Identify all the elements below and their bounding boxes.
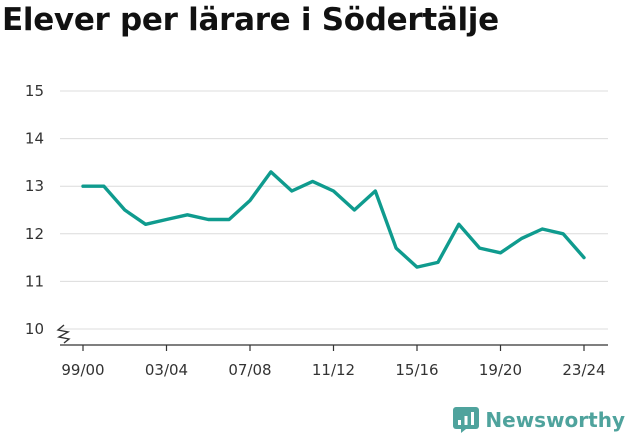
y-tick-label-10: 10 (25, 320, 44, 338)
gridlines (60, 90, 608, 330)
x-axis-ticks: 99/00 03/04 07/08 11/12 15/16 19/20 23/24 (61, 345, 606, 379)
x-tick-label-07-08: 07/08 (228, 361, 271, 379)
newsworthy-logo-icon (453, 407, 480, 433)
axis-break-symbol (56, 324, 71, 344)
brand-name: Newsworthy (485, 408, 625, 432)
x-tick-label-19-20: 19/20 (479, 361, 522, 379)
y-tick-label-15: 15 (25, 82, 44, 100)
y-axis-ticks: 10 11 12 13 14 15 (25, 82, 44, 338)
x-tick-label-15-16: 15/16 (395, 361, 438, 379)
y-tick-label-13: 13 (25, 177, 44, 195)
chart-title: Elever per lärare i Södertälje (2, 2, 499, 38)
x-tick-label-11-12: 11/12 (312, 361, 355, 379)
x-tick-label-99-00: 99/00 (61, 361, 104, 379)
series-line (81, 170, 586, 269)
y-tick-label-11: 11 (25, 272, 44, 290)
x-tick-label-03-04: 03/04 (145, 361, 188, 379)
y-tick-label-12: 12 (25, 225, 44, 243)
brand-logo: Newsworthy (453, 407, 625, 433)
x-tick-label-23-24: 23/24 (562, 361, 605, 379)
y-tick-label-14: 14 (25, 130, 44, 148)
